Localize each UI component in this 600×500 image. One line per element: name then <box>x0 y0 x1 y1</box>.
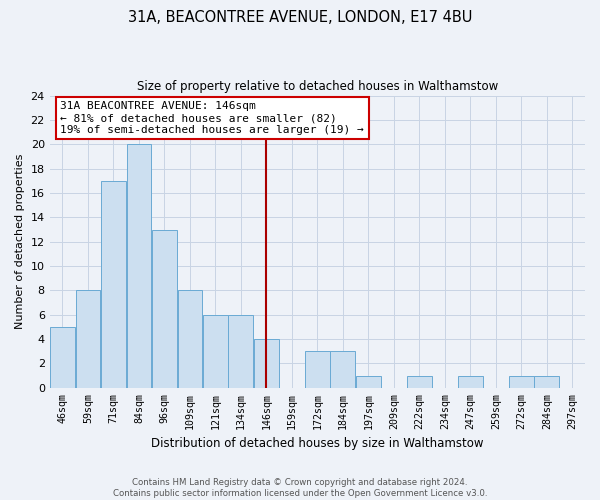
Bar <box>229 314 253 388</box>
Bar <box>356 376 380 388</box>
Bar <box>50 327 75 388</box>
Text: Contains HM Land Registry data © Crown copyright and database right 2024.
Contai: Contains HM Land Registry data © Crown c… <box>113 478 487 498</box>
Bar <box>127 144 151 388</box>
Bar <box>178 290 202 388</box>
Y-axis label: Number of detached properties: Number of detached properties <box>15 154 25 330</box>
Bar <box>331 352 355 388</box>
Text: 31A, BEACONTREE AVENUE, LONDON, E17 4BU: 31A, BEACONTREE AVENUE, LONDON, E17 4BU <box>128 10 472 25</box>
X-axis label: Distribution of detached houses by size in Walthamstow: Distribution of detached houses by size … <box>151 437 484 450</box>
Bar <box>458 376 482 388</box>
Bar <box>509 376 533 388</box>
Bar <box>407 376 431 388</box>
Bar <box>101 181 126 388</box>
Bar <box>305 352 329 388</box>
Bar <box>76 290 100 388</box>
Text: 31A BEACONTREE AVENUE: 146sqm
← 81% of detached houses are smaller (82)
19% of s: 31A BEACONTREE AVENUE: 146sqm ← 81% of d… <box>61 102 364 134</box>
Bar <box>535 376 559 388</box>
Bar <box>203 314 228 388</box>
Bar <box>152 230 177 388</box>
Bar <box>254 339 279 388</box>
Title: Size of property relative to detached houses in Walthamstow: Size of property relative to detached ho… <box>137 80 498 93</box>
